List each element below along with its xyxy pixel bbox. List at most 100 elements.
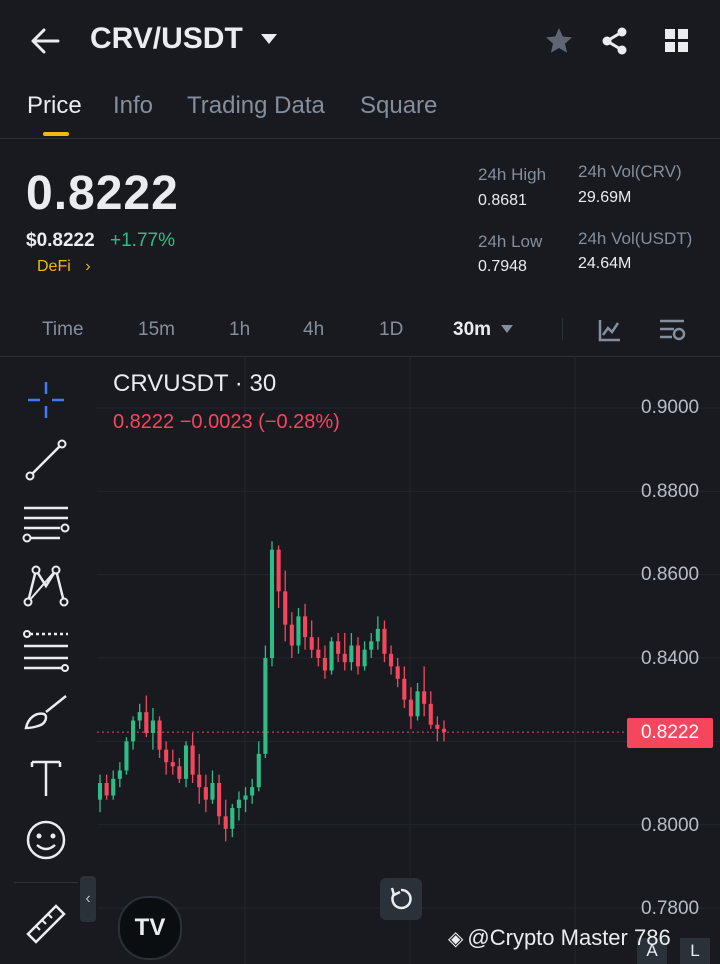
interval-30m[interactable]: 30m <box>453 319 492 340</box>
candle-down <box>217 783 222 817</box>
vol-quote-label: 24h Vol(USDT) <box>578 229 693 248</box>
trend-line-icon[interactable] <box>22 436 70 484</box>
chevron-right-icon: › <box>85 258 91 275</box>
y-tick: 0.7800 <box>641 898 700 919</box>
candle-down <box>170 762 175 767</box>
brush-icon[interactable] <box>22 690 70 738</box>
candle-down <box>309 637 314 650</box>
tradingview-logo[interactable]: TV <box>118 896 182 960</box>
reset-chart-button[interactable] <box>380 878 422 920</box>
candle-down <box>382 628 387 654</box>
candle-down <box>164 749 169 763</box>
candle-up <box>124 741 129 771</box>
candle-up <box>111 778 116 796</box>
interval-bar: Time 15m 1h 4h 1D 30m <box>0 304 720 357</box>
crosshair-icon[interactable] <box>22 376 70 424</box>
candle-up <box>362 649 367 667</box>
candle-down <box>289 624 294 646</box>
candle-down <box>223 816 228 829</box>
candle-down <box>342 653 347 663</box>
high-value: 0.8681 <box>478 192 527 209</box>
ruler-icon[interactable] <box>22 900 70 948</box>
interval-1h[interactable]: 1h <box>229 319 251 340</box>
chart-ohlc: 0.8222 −0.0023 (−0.28%) <box>113 411 340 433</box>
candle-down <box>322 658 327 671</box>
candle-down <box>203 787 208 800</box>
fib-retracement-icon[interactable] <box>22 626 70 674</box>
watermark-text: @Crypto Master 786 <box>467 925 671 950</box>
candle-up <box>250 787 255 796</box>
vol-base-value: 29.69M <box>578 189 632 206</box>
pair-title[interactable]: CRV/USDT <box>90 22 243 55</box>
reset-icon <box>390 887 412 910</box>
tab-square[interactable]: Square <box>360 92 438 119</box>
back-arrow-icon[interactable] <box>30 28 60 54</box>
y-tick: 0.8400 <box>641 648 700 669</box>
pattern-icon[interactable] <box>22 562 70 610</box>
chart-title: CRVUSDT · 30 <box>113 370 277 397</box>
candle-down <box>408 699 413 717</box>
candle-up <box>210 783 215 800</box>
candle-up <box>296 616 301 646</box>
candle-down <box>276 549 281 592</box>
interval-time[interactable]: Time <box>42 319 84 340</box>
binance-diamond-icon: ◈ <box>448 928 464 950</box>
y-tick: 0.8600 <box>641 564 700 585</box>
category-tag[interactable]: DeFi › <box>37 258 91 276</box>
candle-up <box>243 795 248 800</box>
chart-grid <box>97 356 720 964</box>
candle-up <box>97 783 103 800</box>
candle-up <box>269 549 275 658</box>
candle-up <box>183 745 189 779</box>
tab-trading-data[interactable]: Trading Data <box>187 92 325 119</box>
candle-down <box>435 724 440 729</box>
candle-up <box>349 645 354 663</box>
candle-up <box>375 628 380 642</box>
candle-down <box>144 712 149 733</box>
candle-down <box>190 745 195 775</box>
tab-price[interactable]: Price <box>27 92 82 119</box>
candle-up <box>117 770 122 779</box>
interval-4h[interactable]: 4h <box>303 319 325 340</box>
auto-scale-button[interactable]: A <box>637 938 667 964</box>
current-price-tag: 0.8222 <box>627 718 713 748</box>
interval-1d[interactable]: 1D <box>379 319 404 340</box>
caret-down-icon[interactable] <box>260 33 278 45</box>
y-tick: 0.8800 <box>641 481 700 502</box>
share-icon[interactable] <box>600 26 630 56</box>
candle-down <box>422 691 427 704</box>
log-scale-button[interactable]: L <box>680 938 710 964</box>
interval-divider <box>562 318 563 340</box>
top-bar: CRV/USDT <box>0 0 720 82</box>
star-icon[interactable] <box>544 26 574 56</box>
candle-down <box>389 653 394 667</box>
candles <box>97 541 447 842</box>
candle-up <box>263 658 268 754</box>
grid-icon[interactable] <box>664 28 690 54</box>
text-tool-icon[interactable] <box>22 754 70 802</box>
tradingview-logo-text: TV <box>134 914 166 941</box>
candle-down <box>428 703 433 725</box>
chart-settings-icon[interactable] <box>658 317 686 343</box>
interval-caret-down-icon[interactable] <box>501 325 513 333</box>
toolbar-collapse-button[interactable]: ‹ <box>80 876 96 922</box>
tab-info[interactable]: Info <box>113 92 154 119</box>
active-tab-indicator <box>43 132 69 136</box>
emoji-icon[interactable] <box>22 816 70 864</box>
candle-down <box>355 645 361 667</box>
toolbar-divider <box>14 882 78 883</box>
price-chart[interactable] <box>97 356 720 964</box>
interval-15m[interactable]: 15m <box>138 319 175 340</box>
candle-up <box>150 720 155 733</box>
vol-base-label: 24h Vol(CRV) <box>578 162 682 181</box>
candle-down <box>395 666 400 679</box>
candle-up <box>256 753 261 788</box>
low-value: 0.7948 <box>478 258 527 275</box>
y-tick: 0.9000 <box>641 397 700 418</box>
high-label: 24h High <box>478 165 547 184</box>
low-label: 24h Low <box>478 232 543 251</box>
candle-down <box>283 591 288 625</box>
indicator-icon[interactable] <box>598 318 622 342</box>
candle-down <box>402 678 407 700</box>
horizontal-lines-icon[interactable] <box>22 500 70 548</box>
